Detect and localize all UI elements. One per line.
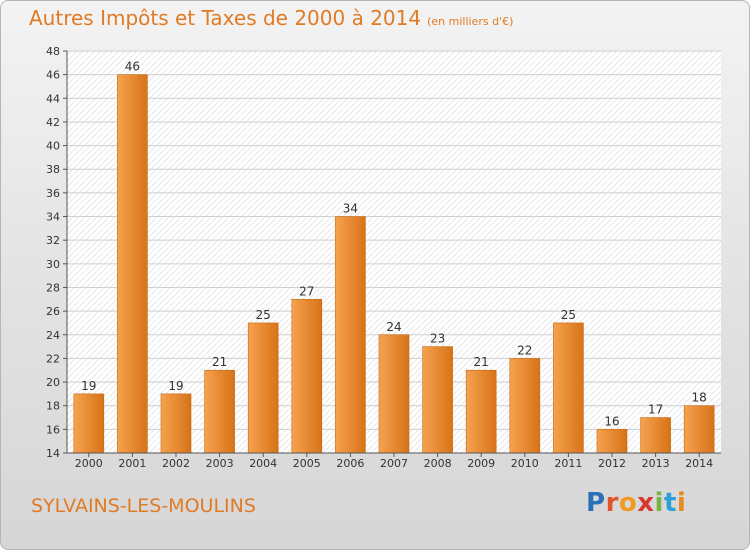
x-tick-label: 2004 [249,457,277,470]
chart-title-text: Autres Impôts et Taxes de 2000 à 2014 [29,6,422,30]
brand-letter: i [654,488,664,518]
x-tick-label: 2013 [642,457,670,470]
bar [509,358,541,454]
bar [73,393,105,454]
data-label: 24 [386,320,401,334]
bar [596,429,628,454]
commune-name: SYLVAINS-LES-MOULINS [31,495,256,517]
data-label: 18 [692,391,707,405]
brand-letter: i [676,488,687,518]
y-tick-label: 26 [46,305,60,318]
data-label: 22 [517,343,532,357]
bar [553,322,584,454]
data-label: 25 [561,308,576,322]
bar [204,369,235,454]
chart-unit: (en milliers d'€) [427,15,514,28]
y-tick-label: 38 [46,163,60,176]
y-tick-label: 30 [46,258,60,271]
x-tick-label: 2012 [598,457,626,470]
data-label: 46 [125,60,140,74]
bar [117,74,148,454]
x-tick-label: 2001 [118,457,146,470]
data-label: 16 [604,414,619,428]
brand-letter: x [637,488,655,518]
y-tick-label: 48 [46,45,60,58]
data-label: 17 [648,403,663,417]
y-tick-label: 32 [46,234,60,247]
bar [160,393,192,454]
brand-letter: t [663,488,677,518]
x-tick-label: 2007 [380,457,408,470]
x-tick-label: 2011 [554,457,582,470]
x-axis: 2000 2001 2002 2003 2004 2005 2006 2007 2008 2009… [75,453,713,470]
bars: 19 46 19 21 25 27 34 24 23 21 22 25 16 17 18 [73,60,715,454]
proxiti-logo: Proxiti [586,488,686,518]
y-tick-label: 16 [46,423,60,436]
bar [247,322,279,454]
y-tick-label: 14 [46,447,60,460]
y-axis: 14 16 18 20 22 24 26 28 30 32 34 36 38 40 42 44 46 48 [46,45,67,460]
x-tick-label: 2014 [685,457,713,470]
brand-letter: P [586,488,606,518]
bar [335,216,366,454]
x-tick-label: 2002 [162,457,190,470]
y-tick-label: 20 [46,376,60,389]
brand-letter: o [618,488,638,518]
y-tick-label: 34 [46,211,60,224]
bar [640,417,671,454]
bar [291,298,323,454]
y-tick-label: 42 [46,116,60,129]
chart-title: Autres Impôts et Taxes de 2000 à 2014 (en… [29,6,513,30]
data-label: 34 [343,202,358,216]
y-tick-label: 24 [46,329,60,342]
data-label: 19 [81,379,96,393]
y-tick-label: 28 [46,281,60,294]
x-tick-label: 2005 [293,457,321,470]
data-label: 19 [168,379,183,393]
data-label: 23 [430,332,445,346]
x-tick-label: 2000 [75,457,103,470]
brand-letter: r [605,488,619,518]
data-label: 25 [256,308,271,322]
bar [422,346,453,454]
y-tick-label: 22 [46,352,60,365]
x-tick-label: 2009 [467,457,495,470]
bar [465,369,497,454]
y-tick-label: 44 [46,92,60,105]
y-tick-label: 40 [46,140,60,153]
bar [683,405,715,454]
data-label: 21 [212,355,227,369]
data-label: 27 [299,284,314,298]
x-tick-label: 2010 [511,457,539,470]
x-tick-label: 2006 [336,457,364,470]
y-tick-label: 46 [46,69,60,82]
x-tick-label: 2008 [424,457,452,470]
bar [378,334,410,454]
y-tick-label: 18 [46,400,60,413]
y-tick-label: 36 [46,187,60,200]
data-label: 21 [474,355,489,369]
x-tick-label: 2003 [206,457,234,470]
